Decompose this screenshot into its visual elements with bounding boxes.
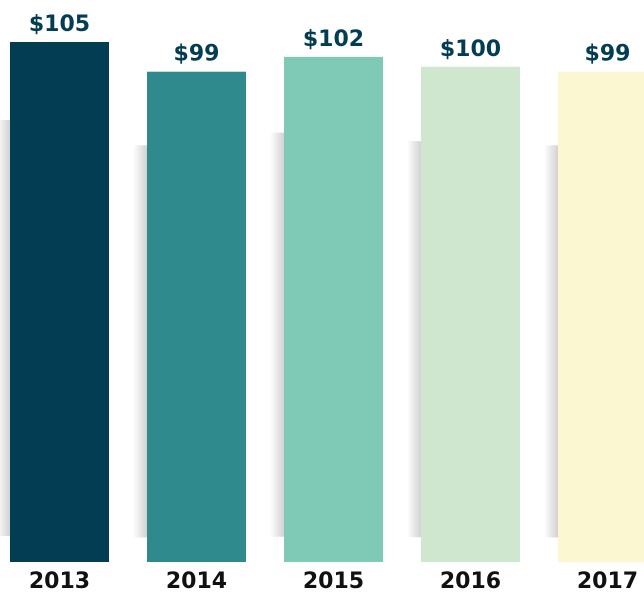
bar-shadow — [544, 145, 558, 538]
value-label: $105 — [29, 12, 90, 37]
x-tick-label: 2017 — [577, 569, 638, 592]
bar-shadow — [270, 132, 284, 537]
bar — [421, 66, 520, 562]
value-label: $100 — [440, 37, 501, 62]
value-label: $102 — [303, 27, 364, 52]
x-tick-label: 2013 — [29, 569, 90, 592]
value-label: $99 — [174, 42, 220, 67]
x-tick-label: 2015 — [303, 569, 364, 592]
bar-shadow — [407, 141, 421, 538]
bar — [147, 71, 246, 562]
bar — [558, 71, 644, 562]
bar — [284, 56, 383, 562]
bar — [10, 42, 109, 562]
x-tick-label: 2014 — [166, 569, 227, 592]
x-tick-label: 2016 — [440, 569, 501, 592]
bar-shadow — [0, 120, 10, 536]
bar-shadow — [133, 145, 147, 538]
value-label: $99 — [585, 42, 631, 67]
